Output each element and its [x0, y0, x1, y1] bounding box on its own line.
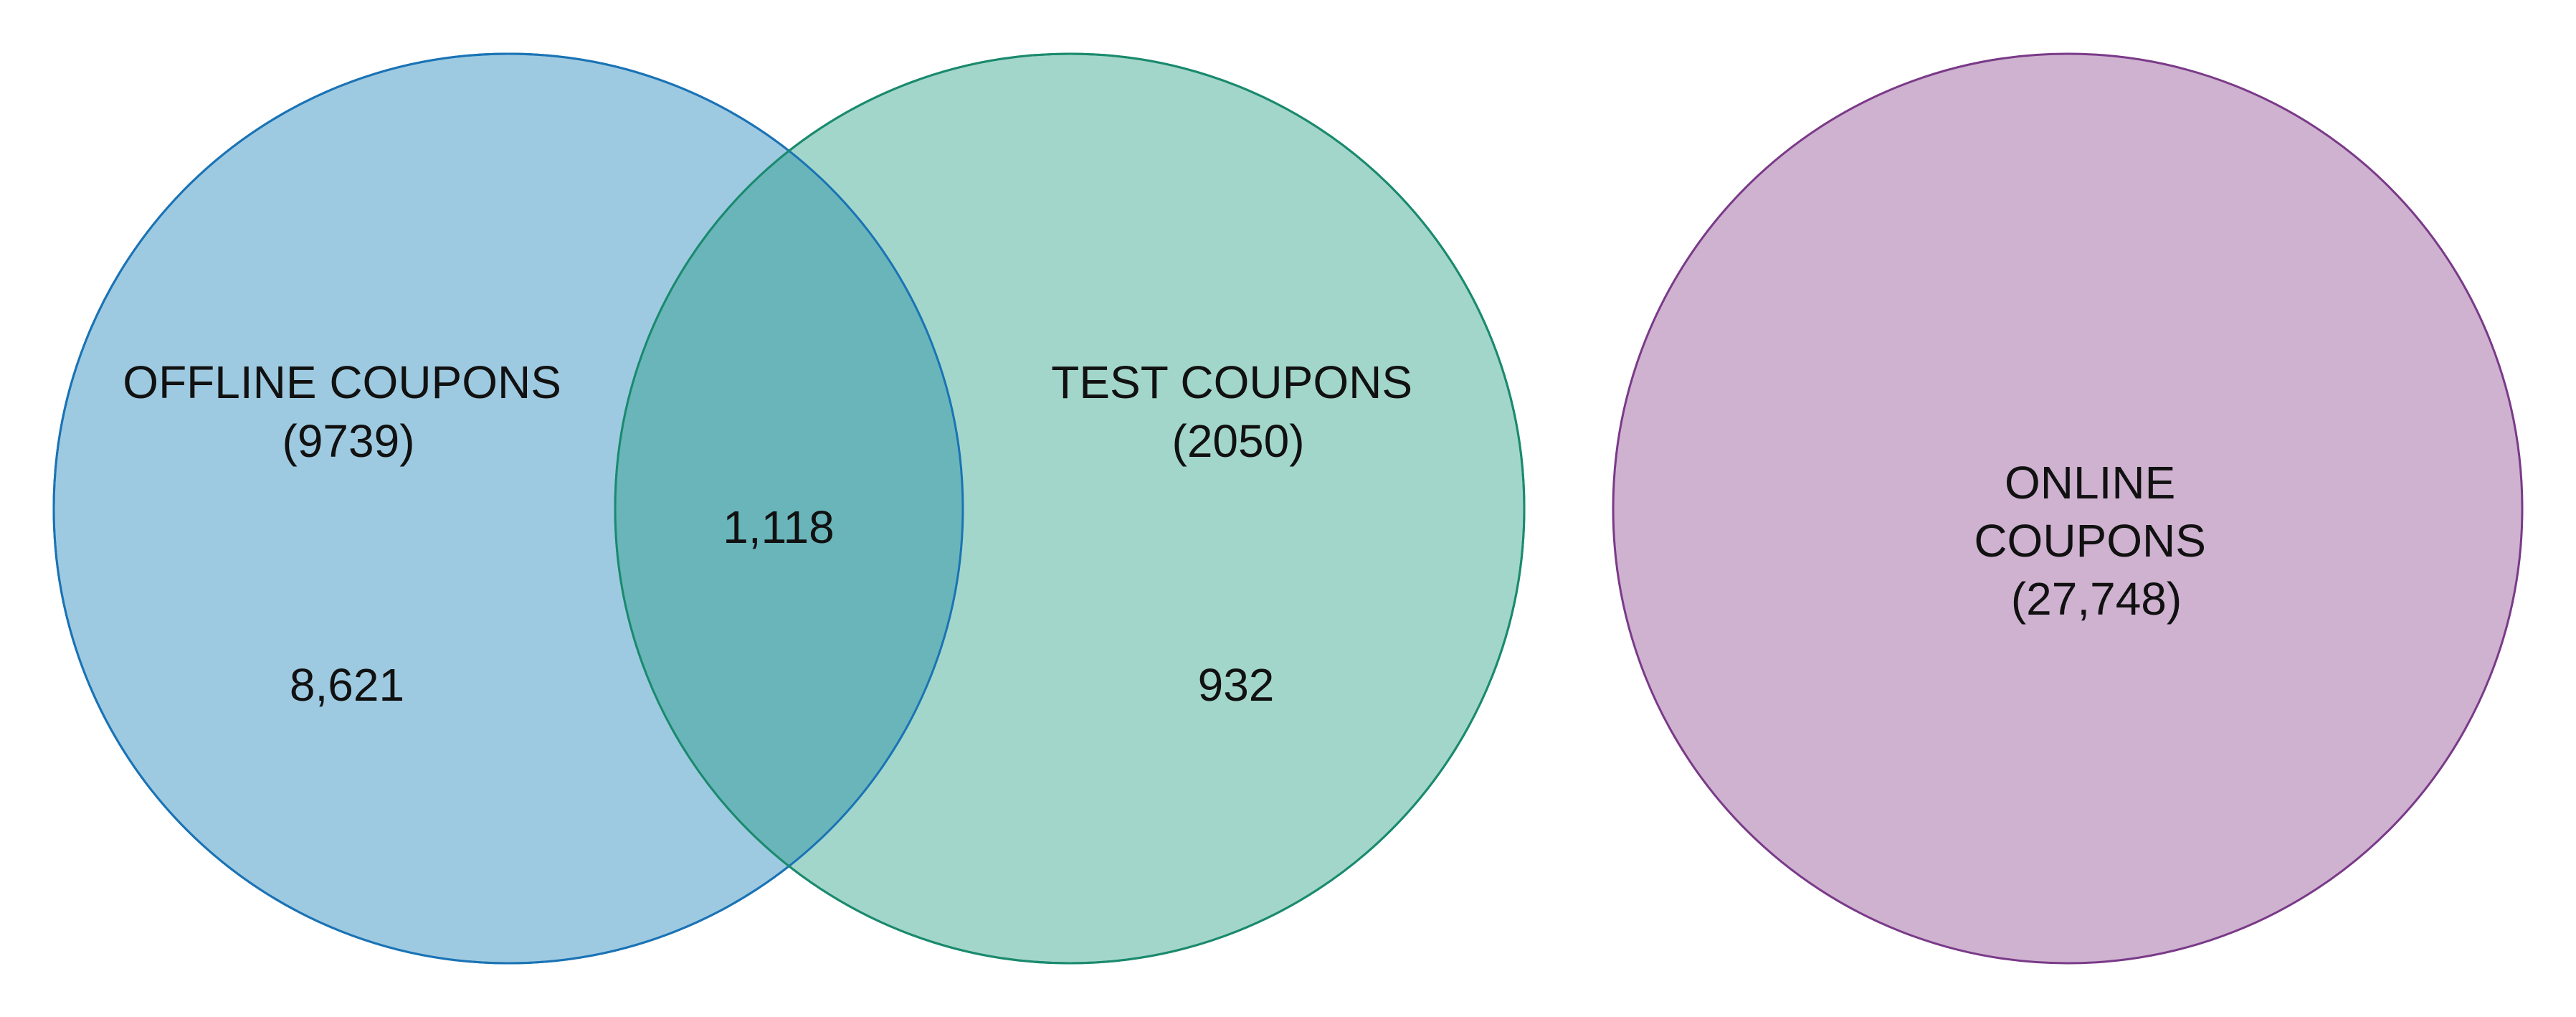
online-coupons-label-line-1: ONLINE [2005, 457, 2175, 508]
online-coupons-label-line-2: COUPONS [1974, 515, 2206, 567]
test-coupons-label-line-2: (2050) [1172, 415, 1305, 467]
online-coupons-label-line-3: (27,748) [2011, 573, 2182, 625]
online-coupons-circle [1612, 52, 2524, 965]
offline-coupons-label-line-1: OFFLINE COUPONS [123, 356, 561, 408]
test-coupons-label-line-1: TEST COUPONS [1051, 356, 1412, 408]
offline-only-count: 8,621 [290, 659, 404, 711]
offline-coupons-label: OFFLINE COUPONS (9739) [123, 356, 574, 467]
test-coupons-outline [614, 52, 1526, 965]
offline-coupons-label-line-2: (9739) [282, 415, 415, 467]
test-coupons-label: TEST COUPONS (2050) [1051, 356, 1425, 467]
offline-test-overlap-region [615, 54, 963, 963]
test-only-count: 932 [1198, 659, 1275, 711]
offline-coupons-outline [52, 52, 964, 965]
online-coupons-label: ONLINE COUPONS (27,748) [1974, 457, 2218, 625]
overlap-count: 1,118 [723, 501, 834, 553]
